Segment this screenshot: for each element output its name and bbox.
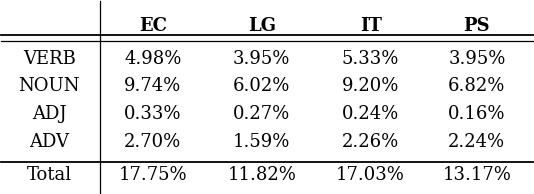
Text: 11.82%: 11.82% (227, 166, 296, 184)
Text: PS: PS (464, 17, 490, 35)
Text: 9.20%: 9.20% (342, 77, 399, 95)
Text: 0.27%: 0.27% (233, 105, 290, 123)
Text: 17.03%: 17.03% (336, 166, 405, 184)
Text: 9.74%: 9.74% (124, 77, 182, 95)
Text: IT: IT (360, 17, 381, 35)
Text: 2.24%: 2.24% (448, 133, 505, 151)
Text: 4.98%: 4.98% (124, 50, 182, 68)
Text: ADJ: ADJ (32, 105, 67, 123)
Text: 1.59%: 1.59% (233, 133, 290, 151)
Text: 0.33%: 0.33% (124, 105, 182, 123)
Text: 0.24%: 0.24% (342, 105, 399, 123)
Text: NOUN: NOUN (19, 77, 80, 95)
Text: 2.26%: 2.26% (342, 133, 399, 151)
Text: LG: LG (248, 17, 276, 35)
Text: EC: EC (139, 17, 167, 35)
Text: 2.70%: 2.70% (124, 133, 182, 151)
Text: 13.17%: 13.17% (442, 166, 511, 184)
Text: 6.82%: 6.82% (448, 77, 506, 95)
Text: 6.02%: 6.02% (233, 77, 290, 95)
Text: 3.95%: 3.95% (448, 50, 506, 68)
Text: VERB: VERB (23, 50, 76, 68)
Text: Total: Total (27, 166, 72, 184)
Text: 3.95%: 3.95% (233, 50, 290, 68)
Text: ADV: ADV (29, 133, 69, 151)
Text: 17.75%: 17.75% (119, 166, 187, 184)
Text: 5.33%: 5.33% (342, 50, 399, 68)
Text: 0.16%: 0.16% (448, 105, 506, 123)
